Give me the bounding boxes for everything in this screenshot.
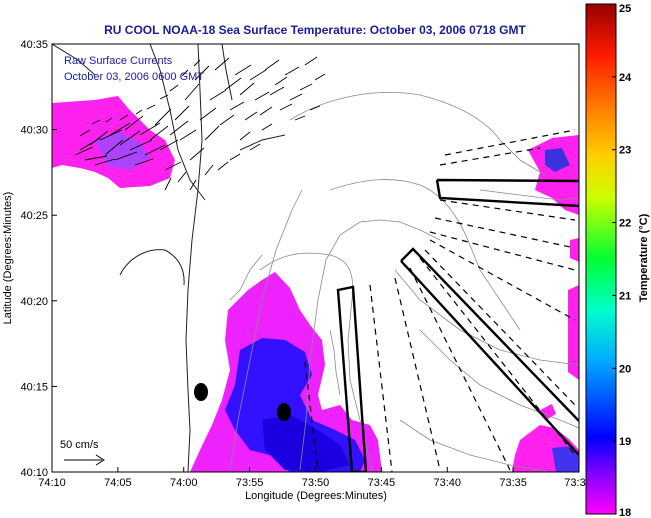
shipping-corridors <box>336 178 579 472</box>
y-tick-label: 40:35 <box>20 39 48 51</box>
y-tick-label: 40:25 <box>20 210 48 222</box>
dashed-tracks <box>304 129 576 472</box>
y-axis-label: Latitude (Degrees:Minutes) <box>2 192 14 325</box>
colorbar-tick-label: 21 <box>619 290 631 302</box>
overlay-line2: October 03, 2006 0600 GMT <box>64 71 204 83</box>
buoy-dot-west <box>194 383 208 401</box>
scale-arrow <box>64 454 105 466</box>
x-tick-label: 74:05 <box>104 477 132 489</box>
colorbar-tick-label: 25 <box>619 3 631 15</box>
x-tick-label: 73:50 <box>302 477 330 489</box>
x-tick-label: 74:10 <box>38 477 66 489</box>
sst-patch-east-right <box>568 285 579 380</box>
colorbar-tick-label: 19 <box>619 436 631 448</box>
colorbar-tick-label: 22 <box>619 218 631 230</box>
colorbar-tick-label: 20 <box>619 363 631 375</box>
x-tick-label: 73:35 <box>499 477 527 489</box>
overlay-line1: Raw Surface Currents <box>64 55 173 67</box>
colorbar <box>585 3 617 515</box>
colorbar-tick-label: 18 <box>619 507 631 518</box>
y-tick-label: 40:20 <box>20 296 48 308</box>
sst-patch-east-upper <box>528 135 579 215</box>
colorbar-label: Temperature (°C) <box>638 213 650 302</box>
x-axis-label: Longitude (Degrees:Minutes) <box>245 490 387 502</box>
sst-patch-east-upper-blue <box>545 148 570 172</box>
x-axis-ticks: 74:10 74:05 74:00 73:55 73:50 73:45 73:40 73:35… <box>38 467 586 489</box>
current-vectors <box>74 56 326 191</box>
sst-patches <box>52 96 579 472</box>
buoy-dot-east <box>277 403 291 421</box>
y-tick-label: 40:15 <box>20 381 48 393</box>
sst-patch-east-mid <box>570 238 579 262</box>
x-tick-label: 73:40 <box>433 477 461 489</box>
coastline <box>52 44 286 472</box>
chart-title: RU COOL NOAA-18 Sea Surface Temperature:… <box>104 23 526 37</box>
scale-label: 50 cm/s <box>60 439 99 451</box>
sst-patch-south-deepblue <box>262 415 350 472</box>
bathymetry-contours <box>229 92 579 472</box>
colorbar-ticks: 18 19 20 21 22 23 24 25 <box>612 3 632 518</box>
sst-patch-southeast-blue <box>552 446 579 472</box>
plot-area <box>52 44 579 472</box>
colorbar-tick-label: 24 <box>619 72 632 84</box>
colorbar-tick-label: 23 <box>619 145 631 157</box>
y-tick-label: 40:30 <box>20 125 48 137</box>
y-tick-label: 40:10 <box>20 467 48 479</box>
x-tick-label: 73:45 <box>368 477 396 489</box>
x-tick-label: 73:3 <box>564 477 585 489</box>
y-axis-ticks: 40:10 40:15 40:20 40:25 40:30 40:35 <box>20 39 57 479</box>
x-tick-label: 74:00 <box>170 477 198 489</box>
x-tick-label: 73:55 <box>236 477 264 489</box>
